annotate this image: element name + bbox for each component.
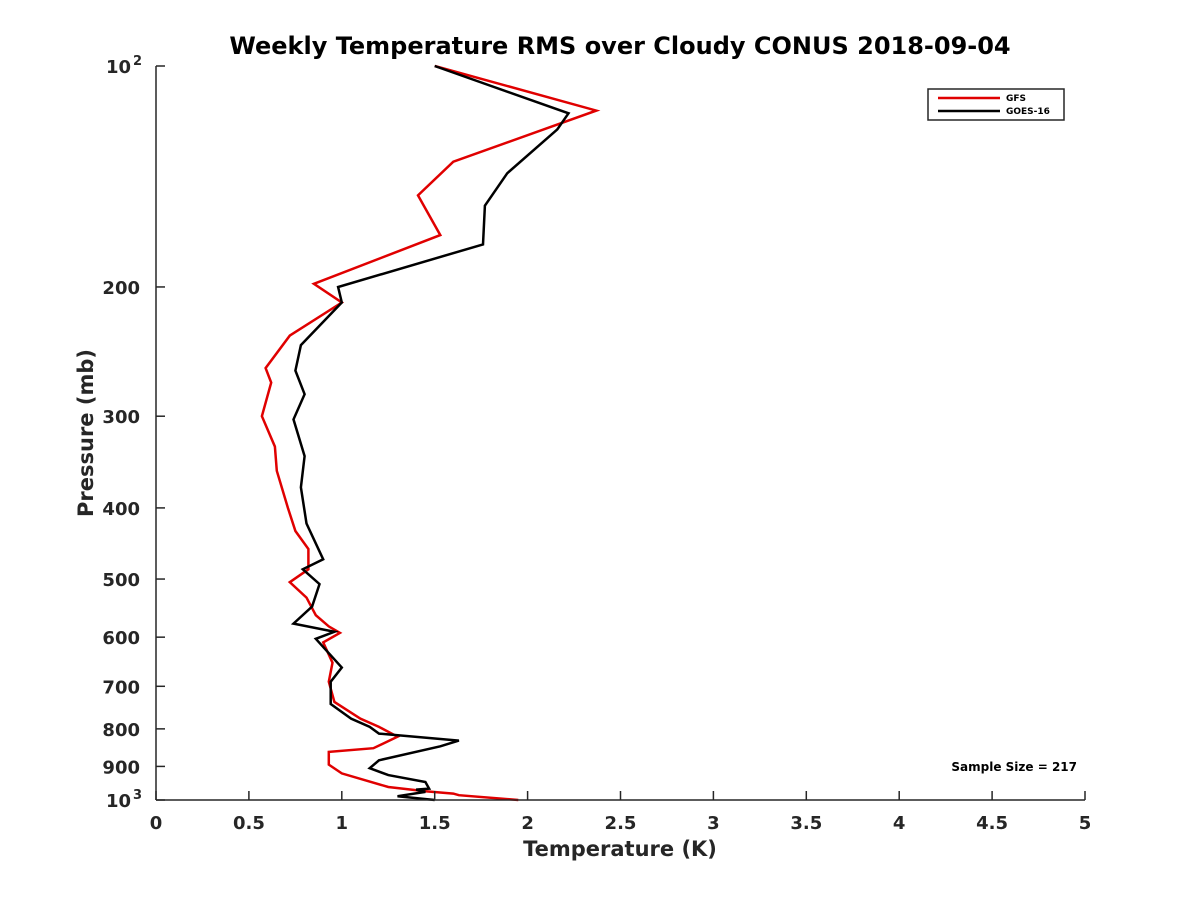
x-tick-label: 1.5	[419, 813, 451, 834]
legend: GFS GOES-16	[927, 88, 1065, 121]
x-tick-label: 4.5	[976, 813, 1008, 834]
y-tick-label: 400	[102, 499, 140, 520]
y-tick-label: 10	[106, 57, 131, 78]
series-line-goes-16	[290, 64, 571, 802]
x-axis-label: Temperature (K)	[523, 837, 717, 861]
y-tick-label: 700	[102, 677, 140, 698]
y-tick-label: 600	[102, 628, 140, 649]
legend-label-gfs: GFS	[1006, 94, 1026, 104]
x-tick-label: 2.5	[605, 813, 637, 834]
y-tick-label: 900	[102, 757, 140, 778]
x-tick-label: 4	[893, 813, 906, 834]
x-tick-label: 0	[150, 813, 163, 834]
y-tick-label: 800	[102, 720, 140, 741]
y-tick-exponent: 3	[133, 788, 142, 803]
legend-label-goes-16: GOES-16	[1006, 107, 1050, 117]
y-axis-label: Pressure (mb)	[74, 349, 98, 517]
y-tick-label: 10	[106, 791, 131, 812]
sample-size-annotation: Sample Size = 217	[951, 760, 1077, 774]
axes: 0 0.5 1 1.5 2 2.5 3 3.5 4 4.5 510 22003004005006007…	[102, 54, 1091, 834]
chart-title: Weekly Temperature RMS over Cloudy CONUS…	[229, 32, 1010, 60]
plot-area	[260, 64, 601, 802]
legend-box	[927, 88, 1065, 121]
y-tick-label: 200	[102, 278, 140, 299]
x-tick-label: 2	[521, 813, 534, 834]
y-tick-label: 300	[102, 407, 140, 428]
x-tick-label: 0.5	[233, 813, 265, 834]
x-tick-label: 5	[1079, 813, 1092, 834]
y-tick-label: 500	[102, 570, 140, 591]
x-tick-label: 3.5	[790, 813, 822, 834]
x-tick-label: 1	[336, 813, 349, 834]
y-tick-exponent: 2	[133, 54, 142, 69]
x-tick-label: 3	[707, 813, 720, 834]
